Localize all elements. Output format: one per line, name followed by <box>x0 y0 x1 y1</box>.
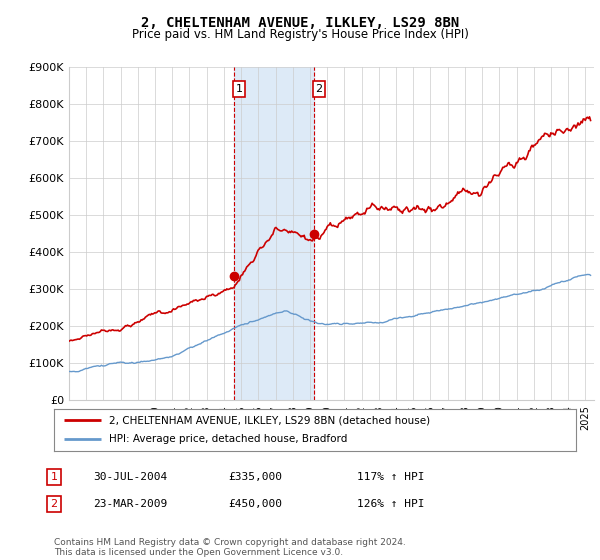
Bar <box>234 67 314 400</box>
Text: HPI: Average price, detached house, Bradford: HPI: Average price, detached house, Brad… <box>109 435 347 445</box>
Text: 1: 1 <box>50 472 58 482</box>
Text: 126% ↑ HPI: 126% ↑ HPI <box>357 499 425 509</box>
Text: £450,000: £450,000 <box>228 499 282 509</box>
Text: 1: 1 <box>236 84 242 94</box>
Text: 2, CHELTENHAM AVENUE, ILKLEY, LS29 8BN (detached house): 2, CHELTENHAM AVENUE, ILKLEY, LS29 8BN (… <box>109 415 430 425</box>
Text: Price paid vs. HM Land Registry's House Price Index (HPI): Price paid vs. HM Land Registry's House … <box>131 28 469 41</box>
Text: 30-JUL-2004: 30-JUL-2004 <box>93 472 167 482</box>
Text: 2: 2 <box>316 84 323 94</box>
Text: 117% ↑ HPI: 117% ↑ HPI <box>357 472 425 482</box>
Text: 23-MAR-2009: 23-MAR-2009 <box>93 499 167 509</box>
Text: Contains HM Land Registry data © Crown copyright and database right 2024.
This d: Contains HM Land Registry data © Crown c… <box>54 538 406 557</box>
Text: £335,000: £335,000 <box>228 472 282 482</box>
Text: 2: 2 <box>50 499 58 509</box>
Text: 2, CHELTENHAM AVENUE, ILKLEY, LS29 8BN: 2, CHELTENHAM AVENUE, ILKLEY, LS29 8BN <box>141 16 459 30</box>
